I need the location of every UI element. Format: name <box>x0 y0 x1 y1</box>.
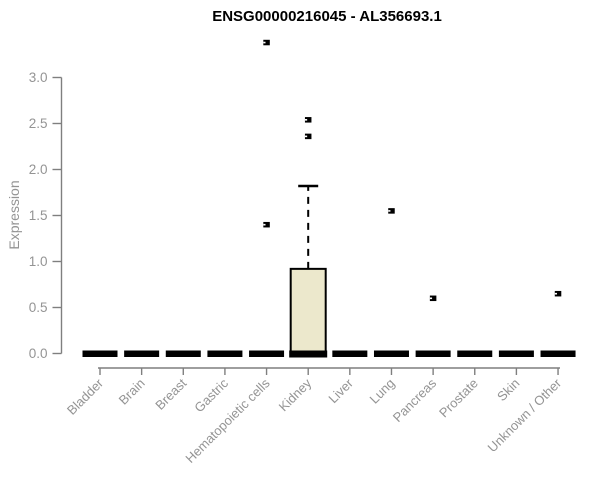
zero-box-bar <box>249 350 285 357</box>
outlier-marker-slit <box>263 41 266 44</box>
y-tick-label: 1.0 <box>29 254 48 269</box>
outlier-marker <box>429 295 437 302</box>
zero-box-bar <box>415 350 451 357</box>
zero-box-bar <box>457 350 493 357</box>
y-tick-label: 0.0 <box>29 346 48 361</box>
outlier-marker <box>304 133 312 140</box>
outlier-marker <box>554 290 562 297</box>
zero-box-bar <box>498 350 534 357</box>
zero-box-bar <box>540 350 576 357</box>
iqr-box <box>289 267 327 355</box>
outlier-marker <box>388 208 395 214</box>
x-tick-label: Brain <box>116 376 148 408</box>
zero-box-bar <box>332 350 368 357</box>
x-tick-label: Lung <box>367 376 398 407</box>
y-tick-label: 3.0 <box>29 70 48 85</box>
outlier-marker <box>263 39 270 46</box>
x-tick-label: Gastric <box>191 375 231 415</box>
zero-box-bar <box>373 350 409 357</box>
zero-box-bar <box>165 350 201 357</box>
x-tick-label: Liver <box>325 375 356 406</box>
x-tick-label: Unknown / Other <box>485 375 565 455</box>
y-tick-label: 0.5 <box>29 300 48 315</box>
outlier-marker <box>263 221 270 228</box>
x-tick-label: Breast <box>152 375 189 412</box>
zero-box-bar <box>207 350 243 357</box>
outlier-marker-slit <box>304 135 308 138</box>
x-tick-label: Bladder <box>64 375 107 418</box>
chart-title: ENSG00000216045 - AL356693.1 <box>212 8 442 25</box>
y-tick-label: 1.5 <box>29 208 48 223</box>
zero-box-bar <box>124 350 160 357</box>
outlier-marker-slit <box>388 210 391 212</box>
outlier-marker-slit <box>554 292 557 295</box>
x-tick-label: Prostate <box>436 376 481 421</box>
outlier-marker-slit <box>263 223 266 226</box>
x-tick-label: Skin <box>494 376 522 404</box>
y-tick-label: 2.5 <box>29 116 48 131</box>
outlier-marker-slit <box>304 119 308 121</box>
outlier-marker <box>304 117 312 123</box>
y-axis-title: Expression <box>6 180 22 250</box>
x-tick-label: Pancreas <box>390 375 440 425</box>
x-tick-label: Kidney <box>276 375 315 414</box>
median-bar <box>289 350 328 358</box>
y-tick-label: 2.0 <box>29 162 48 177</box>
outlier-marker-slit <box>429 297 433 300</box>
zero-box-bar <box>82 350 118 357</box>
